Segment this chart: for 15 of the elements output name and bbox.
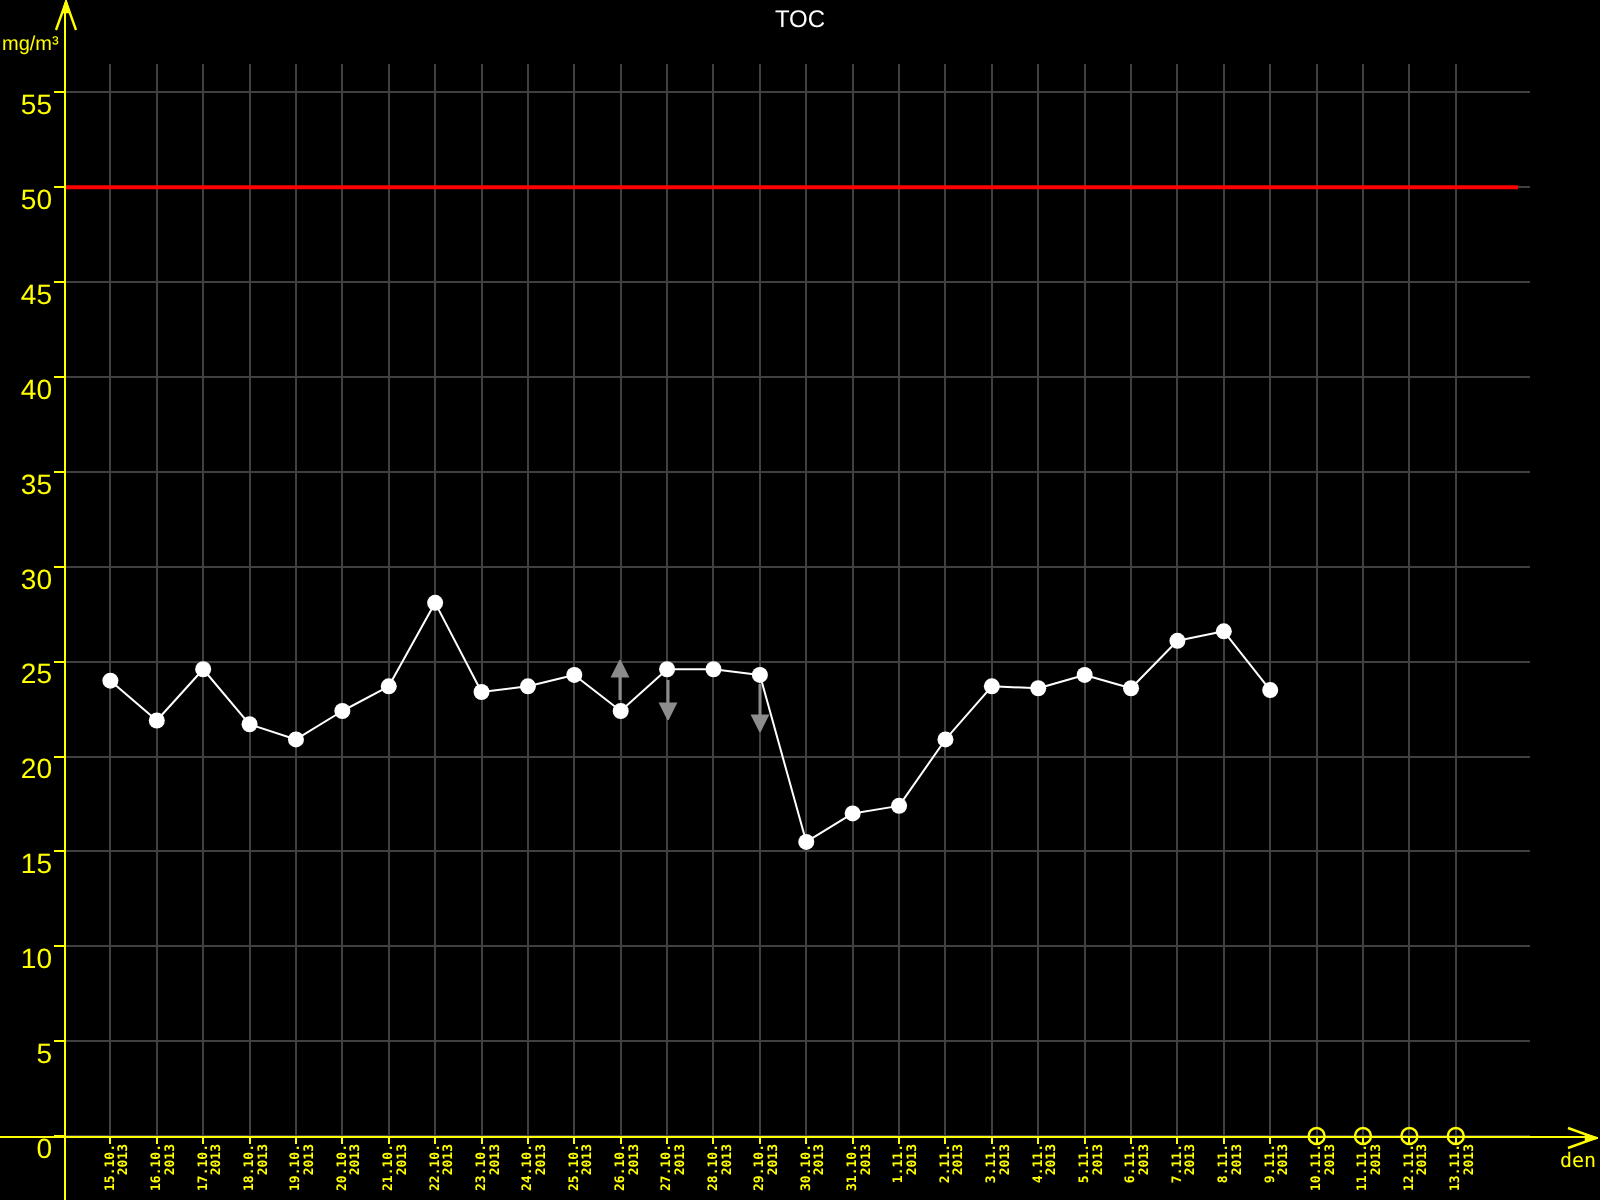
chart-title: TOC: [774, 4, 826, 33]
y-tick-label: 55: [20, 88, 53, 121]
y-tick-label: 50: [20, 183, 53, 216]
y-tick-label: 20: [20, 752, 53, 785]
y-tick-label: 0: [36, 1131, 53, 1164]
y-tick-label: 10: [20, 941, 53, 974]
y-tick-label: 35: [20, 467, 53, 500]
y-tick-label: 45: [20, 277, 53, 310]
y-axis-title: mg/m³: [2, 33, 60, 56]
x-axis-title: den: [1559, 1151, 1596, 1174]
y-tick-label: 15: [20, 847, 53, 880]
y-tick-label: 40: [20, 372, 53, 405]
y-tick-label: 30: [20, 562, 53, 595]
y-tick-label: 25: [20, 657, 53, 690]
y-tick-label: 5: [36, 1036, 53, 1069]
